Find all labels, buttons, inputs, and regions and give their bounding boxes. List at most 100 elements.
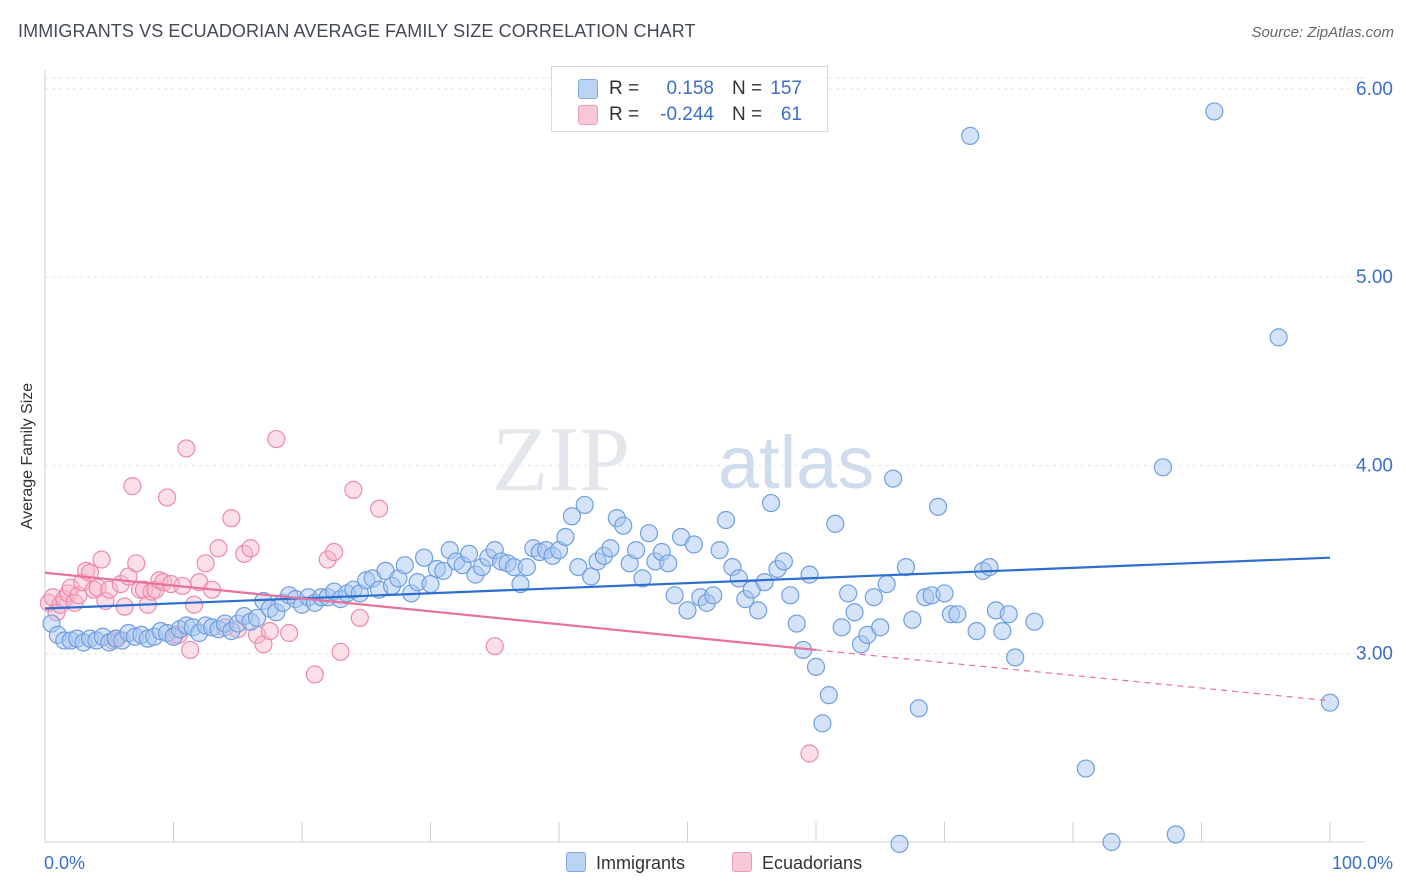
ecuadorians-trend-line (44, 571, 817, 652)
immigrant-point (601, 539, 620, 558)
watermark: ZIP atlas (492, 408, 874, 510)
immigrant-point (877, 574, 896, 594)
immigrant-point (569, 557, 588, 577)
axes (44, 70, 1365, 843)
ecuadorian-point (92, 550, 111, 569)
immigrant-point (659, 554, 678, 573)
legend-n-label: N = (732, 78, 763, 99)
immigrant-point (819, 686, 838, 705)
immigrant-point (1153, 458, 1173, 477)
legend-swatch-immigrants (578, 79, 598, 99)
legend-swatch-immigrants (566, 852, 586, 872)
immigrant-point (781, 586, 800, 605)
ecuadorian-point (325, 542, 344, 562)
legend-item-ecuadorians[interactable]: Ecuadorians (732, 852, 862, 874)
immigrant-point (761, 493, 781, 513)
grid-lines (45, 77, 1365, 655)
immigrant-point (517, 557, 536, 577)
ecuadorian-point (800, 744, 819, 763)
ecuadorian-point (222, 509, 241, 528)
ecuadorian-point (305, 665, 324, 684)
trend-lines (44, 556, 1331, 702)
immigrant-point (710, 541, 729, 560)
immigrant-point (678, 601, 697, 620)
immigrant-point (1205, 102, 1224, 121)
immigrant-point (813, 714, 832, 733)
legend-label-ecuadorians: Ecuadorians (762, 853, 863, 873)
immigrant-point (459, 544, 479, 564)
immigrant-point (556, 527, 575, 547)
immigrant-point (1025, 612, 1044, 631)
chart-title: IMMIGRANTS VS ECUADORIAN AVERAGE FAMILY … (18, 21, 696, 41)
immigrant-point (247, 608, 267, 628)
ecuadorian-point (260, 622, 279, 641)
immigrant-point (434, 561, 453, 580)
stats-legend: R = 0.158 N = 157 R = -0.244 N = 61 (551, 66, 828, 132)
immigrants-trend-line (44, 556, 1331, 610)
legend-item-immigrants[interactable]: Immigrants (566, 852, 685, 874)
immigrant-point (890, 834, 909, 853)
ecuadorian-point (350, 608, 369, 628)
immigrant-point (774, 552, 793, 571)
legend-r-value: 0.158 (666, 78, 714, 99)
legend-r-value: -0.244 (660, 104, 714, 125)
y-axis-label: Average Family Size (19, 382, 36, 530)
x-tick-labels: 0.0% 100.0% (44, 853, 1393, 873)
immigrant-point (749, 601, 768, 620)
ecuadorian-point (177, 439, 196, 458)
immigrant-point (903, 610, 922, 629)
immigrant-point (684, 535, 704, 554)
immigrants-points (42, 102, 1340, 853)
ecuadorian-point (318, 550, 337, 569)
immigrant-point (999, 605, 1018, 624)
immigrant-point (935, 584, 954, 603)
y-tick-label: 5.00 (1356, 267, 1393, 288)
ecuadorian-point (280, 623, 299, 643)
legend-r-label: R = (609, 104, 640, 125)
immigrant-point (626, 541, 646, 560)
immigrant-point (582, 567, 601, 586)
immigrant-point (1166, 825, 1185, 844)
watermark-zip: ZIP (492, 408, 630, 510)
immigrant-point (896, 557, 916, 577)
immigrant-point (511, 574, 530, 594)
immigrant-point (704, 586, 723, 605)
immigrant-point (729, 569, 749, 588)
immigrant-point (395, 556, 414, 575)
y-tick-label: 6.00 (1356, 79, 1393, 100)
immigrant-point (1076, 759, 1095, 778)
immigrant-point (967, 622, 986, 641)
immigrant-point (845, 603, 864, 622)
immigrant-point (826, 514, 845, 533)
immigrant-point (665, 586, 684, 605)
legend-r-label: R = (609, 78, 640, 99)
immigrant-point (871, 618, 890, 637)
immigrant-point (1269, 328, 1288, 347)
y-tick-label: 3.00 (1356, 644, 1393, 665)
immigrant-point (787, 614, 806, 633)
ecuadorian-point (344, 480, 363, 499)
immigrant-point (421, 574, 440, 594)
x-tick-label: 0.0% (44, 853, 85, 873)
immigrant-point (1320, 693, 1340, 712)
immigrant-point (755, 573, 774, 592)
ecuadorian-point (209, 539, 228, 558)
legend-row-ecuadorians: R = -0.244 N = 61 (552, 101, 827, 129)
immigrant-point (562, 507, 581, 526)
immigrant-point (575, 495, 594, 515)
immigrant-point (614, 516, 633, 535)
immigrant-point (1102, 832, 1121, 852)
ecuadorian-point (157, 488, 177, 507)
ecuadorian-point (267, 429, 286, 449)
immigrant-point (980, 557, 999, 577)
legend-swatch-ecuadorians (578, 105, 598, 125)
immigrant-point (948, 605, 967, 624)
source-label: Source: ZipAtlas.com (1251, 24, 1394, 41)
immigrant-point (839, 584, 858, 603)
immigrant-point (909, 699, 928, 718)
immigrant-point (883, 469, 903, 488)
ecuadorian-point (241, 539, 260, 558)
immigrant-point (806, 657, 826, 676)
immigrant-point (639, 524, 659, 543)
